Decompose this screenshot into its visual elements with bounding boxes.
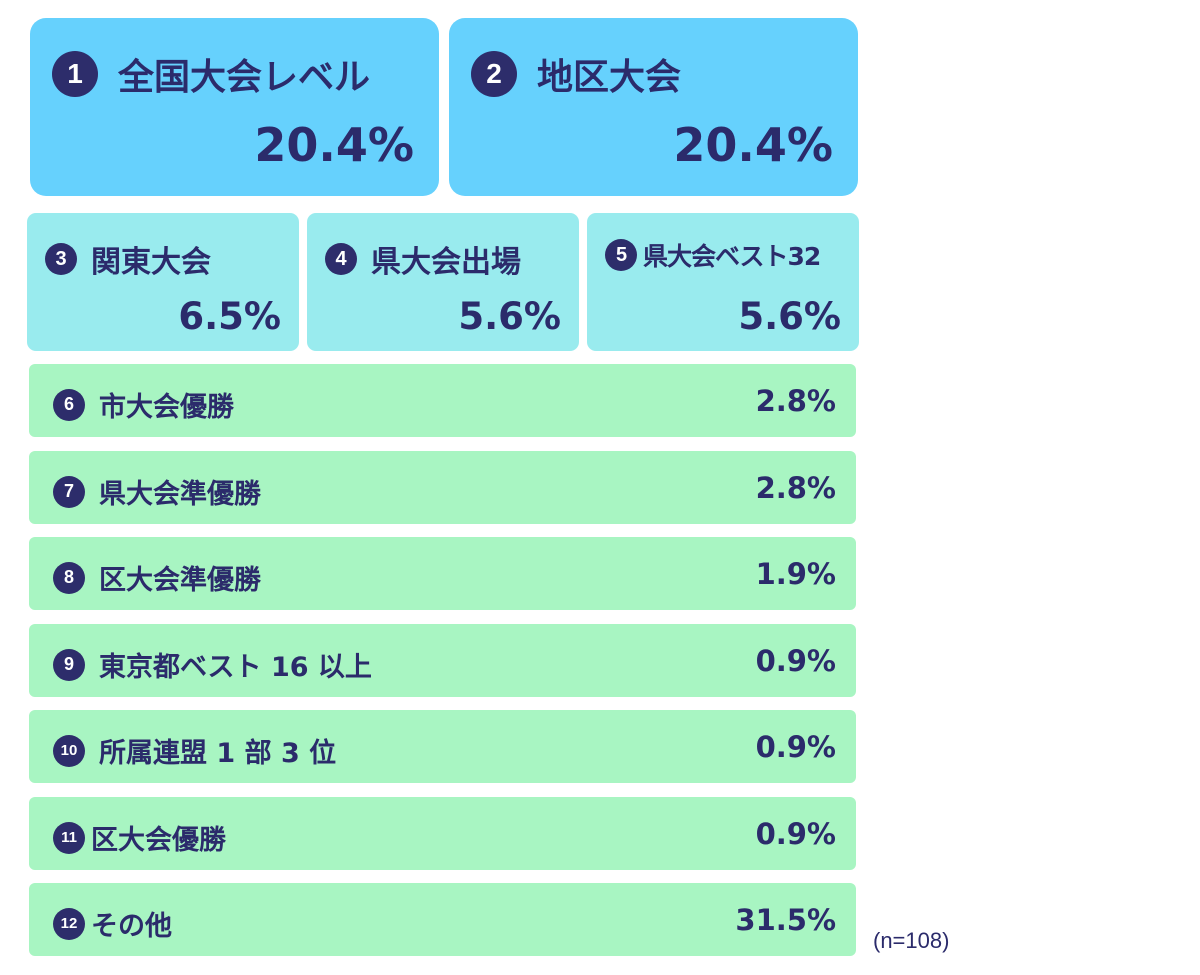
item-label-row: 6 市大会優勝	[53, 385, 234, 424]
item-number-badge: 8	[53, 561, 85, 594]
item-label-row: 7 県大会準優勝	[53, 472, 261, 511]
bar-item-7: 7 県大会準優勝 2.8%	[29, 451, 856, 524]
item-label: 所属連盟 1 部 3 位	[99, 738, 337, 769]
bar-item-10: 10 所属連盟 1 部 3 位 0.9%	[29, 710, 856, 783]
item-number-badge: 5	[605, 239, 637, 271]
item-number-badge: 4	[325, 243, 357, 275]
item-label-row: 1 全国大会レベル	[52, 48, 370, 100]
item-value: 1.9%	[755, 557, 836, 591]
item-label: 県大会出場	[371, 245, 521, 280]
item-number-badge: 7	[53, 475, 85, 508]
item-number-badge: 11	[53, 821, 85, 854]
tile-item-1: 1 全国大会レベル 20.4%	[30, 18, 439, 196]
bar-item-11: 11 区大会優勝 0.9%	[29, 797, 856, 870]
item-label-row: 9 東京都ベスト 16 以上	[53, 645, 372, 684]
item-label: その他	[91, 911, 172, 942]
item-label: 全国大会レベル	[118, 57, 371, 98]
item-value: 0.9%	[755, 730, 836, 764]
item-label-row: 5 県大会ベスト32	[605, 237, 821, 273]
item-label: 地区大会	[537, 57, 682, 98]
item-number-badge: 1	[52, 51, 98, 97]
item-value: 20.4%	[673, 118, 833, 172]
item-value: 0.9%	[755, 817, 836, 851]
item-number-badge: 2	[471, 51, 517, 97]
bar-item-9: 9 東京都ベスト 16 以上 0.9%	[29, 624, 856, 697]
item-value: 2.8%	[755, 471, 836, 505]
item-number-badge: 6	[53, 388, 85, 421]
item-label: 県大会ベスト32	[643, 242, 821, 271]
item-label-row: 4 県大会出場	[325, 237, 521, 281]
bar-item-12: 12 その他 31.5%	[29, 883, 856, 956]
item-number-badge: 3	[45, 243, 77, 275]
item-number-badge: 10	[53, 734, 85, 767]
item-value: 6.5%	[178, 295, 281, 338]
item-number-badge: 12	[53, 907, 85, 940]
tile-item-5: 5 県大会ベスト32 5.6%	[587, 213, 859, 351]
item-label-row: 8 区大会準優勝	[53, 558, 261, 597]
item-value: 2.8%	[755, 384, 836, 418]
item-label: 関東大会	[91, 245, 211, 280]
tile-item-4: 4 県大会出場 5.6%	[307, 213, 579, 351]
item-label-row: 10 所属連盟 1 部 3 位	[53, 731, 336, 770]
item-label: 県大会準優勝	[99, 479, 261, 510]
item-label-row: 2 地区大会	[471, 48, 681, 100]
item-label-row: 3 関東大会	[45, 237, 211, 281]
bar-item-8: 8 区大会準優勝 1.9%	[29, 537, 856, 610]
tile-item-3: 3 関東大会 6.5%	[27, 213, 299, 351]
item-value: 31.5%	[735, 903, 836, 937]
item-number-badge: 9	[53, 648, 85, 681]
item-label: 東京都ベスト 16 以上	[99, 652, 372, 683]
item-label: 市大会優勝	[99, 392, 234, 423]
item-value: 5.6%	[458, 295, 561, 338]
item-label: 区大会優勝	[91, 825, 226, 856]
item-value: 0.9%	[755, 644, 836, 678]
sample-size-note: (n=108)	[873, 928, 950, 953]
bar-item-6: 6 市大会優勝 2.8%	[29, 364, 856, 437]
tile-item-2: 2 地区大会 20.4%	[449, 18, 858, 196]
item-label-row: 12 その他	[53, 904, 172, 943]
item-value: 5.6%	[738, 295, 841, 338]
item-label: 区大会準優勝	[99, 565, 261, 596]
item-value: 20.4%	[254, 118, 414, 172]
item-label-row: 11 区大会優勝	[53, 818, 226, 857]
